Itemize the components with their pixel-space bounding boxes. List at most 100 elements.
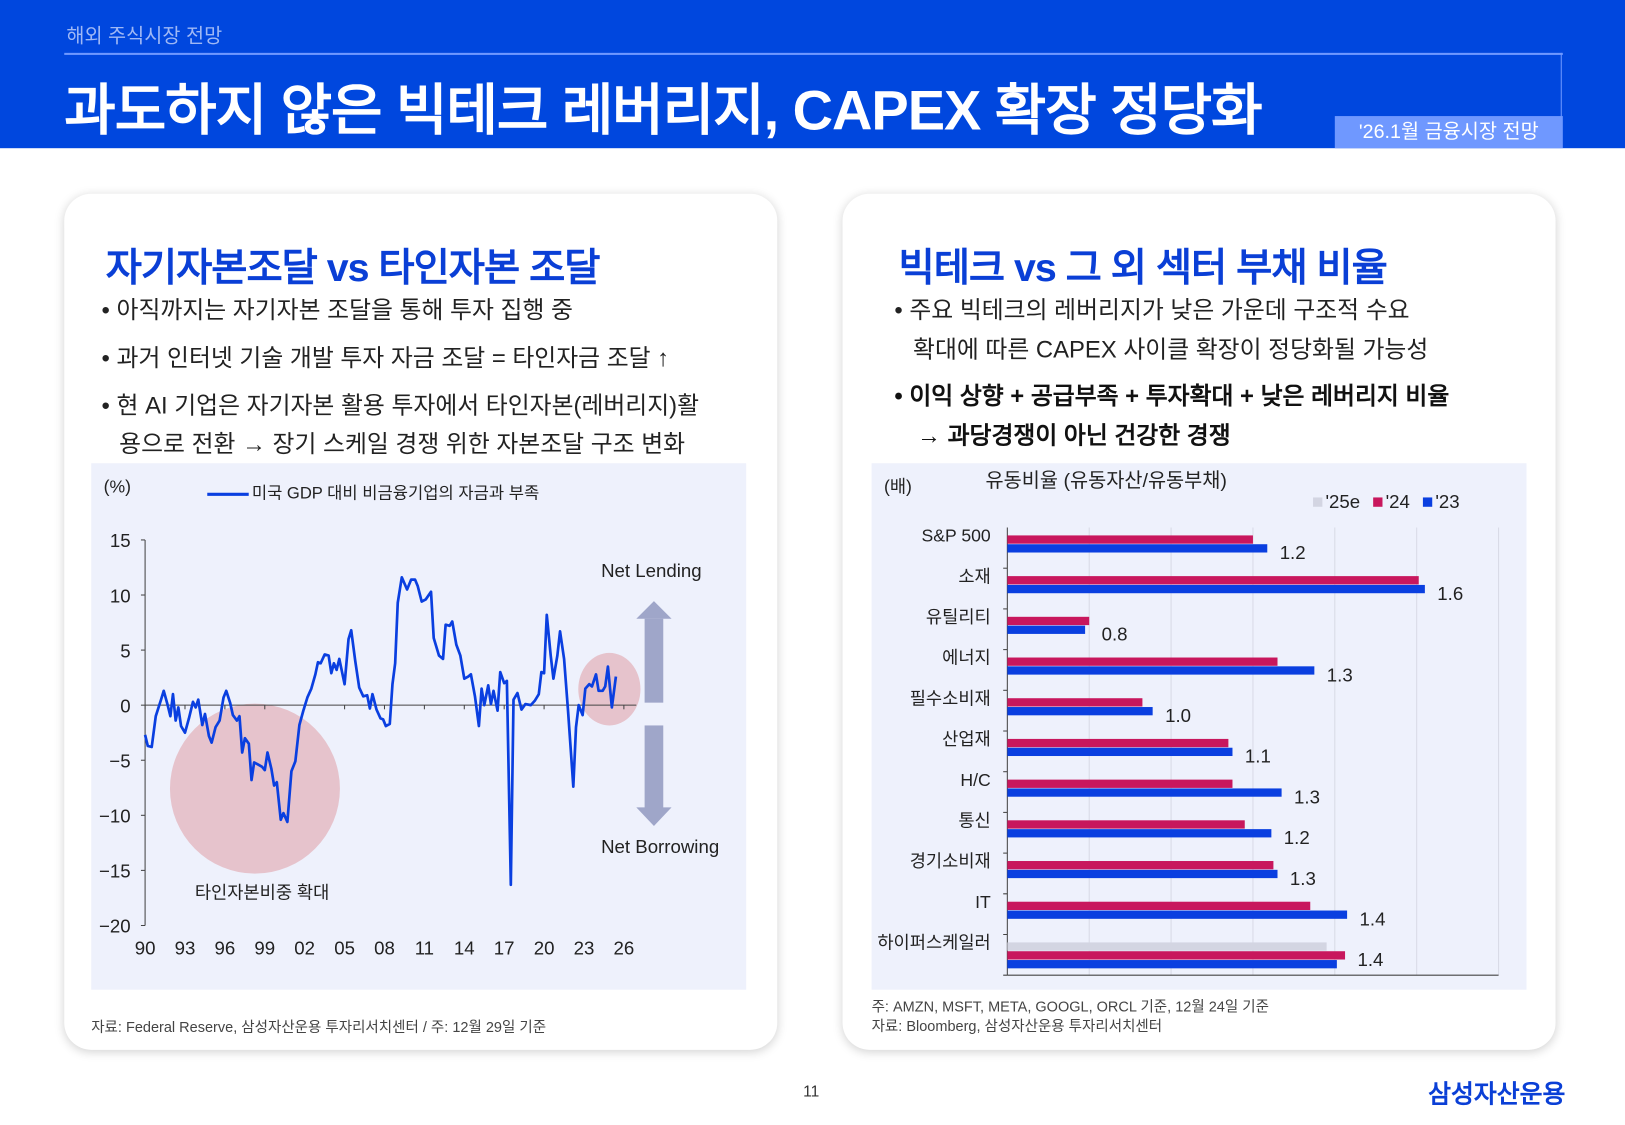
- data-label: 1.1: [1245, 746, 1271, 767]
- series-line: [143, 576, 618, 887]
- bar: [1007, 779, 1233, 788]
- x-tick-label: 05: [334, 937, 355, 958]
- x-tick-label: 14: [454, 937, 475, 958]
- bar: [1007, 657, 1278, 666]
- y-unit-label: (%): [104, 476, 131, 496]
- bar: [1007, 707, 1153, 716]
- header-bar: 해외 주식시장 전망 과도하지 않은 빅테크 레버리지, CAPEX 확장 정당…: [0, 0, 1625, 149]
- bar: [1007, 535, 1253, 544]
- report-badge: '26.1월 금융시장 전망: [1334, 116, 1563, 149]
- down-arrow-shaft: [644, 725, 664, 810]
- circle-label: 타인자본비중 확대: [195, 883, 330, 903]
- bullet-continued: 확대에 따른 CAPEX 사이클 확장이 정당화될 가능성: [913, 335, 1429, 363]
- source-note: 자료: Federal Reserve, 삼성자산운용 투자리서치센터 / 주:…: [91, 1018, 547, 1036]
- y-tick-label: −20: [99, 916, 131, 937]
- left-card: 자기자본조달 vs 타인자본 조달 • 아직까지는 자기자본 조달을 통해 투자…: [64, 193, 778, 1050]
- bullet-bold-continued: → 과당경쟁이 아닌 건강한 경쟁: [917, 421, 1231, 449]
- x-tick-label: 17: [494, 937, 515, 958]
- category-label: 산업재: [942, 729, 991, 749]
- bar: [1007, 576, 1419, 585]
- up-arrow-shaft: [644, 618, 664, 703]
- category-label: H/C: [960, 770, 991, 790]
- bar: [1007, 788, 1282, 797]
- x-tick-label: 26: [614, 937, 635, 958]
- category-label: 필수소비재: [910, 688, 991, 708]
- data-label: 1.0: [1165, 705, 1191, 726]
- section-label: 해외 주식시장 전망: [66, 25, 223, 48]
- y-unit-label: (배): [884, 476, 912, 496]
- net-borrowing-label: Net Borrowing: [601, 836, 719, 857]
- bar: [1007, 910, 1348, 919]
- data-label: 0.8: [1102, 624, 1128, 645]
- data-label: 1.2: [1284, 827, 1310, 848]
- category-label: 에너지: [942, 648, 991, 668]
- x-tick-label: 1.2: [1240, 987, 1266, 989]
- x-tick-label: 1.6: [1404, 987, 1430, 989]
- bar: [1007, 820, 1245, 829]
- x-tick-label: 11: [415, 937, 434, 958]
- category-label: IT: [975, 892, 991, 912]
- right-card-title: 빅테크 vs 그 외 섹터 부채 비율: [898, 246, 1388, 291]
- bar: [1007, 869, 1278, 879]
- line-chart-panel: 타인자본비중 확대 Net Lending Net Borrowing (%) 미국 G…: [91, 463, 747, 990]
- bar: [1007, 960, 1337, 969]
- y-tick-label: 10: [110, 585, 131, 606]
- data-label: 1.3: [1290, 868, 1316, 889]
- y-tick-label: −5: [109, 750, 130, 771]
- legend-label: '24: [1386, 491, 1410, 512]
- chart-note: 주: AMZN, MSFT, META, GOOGL, ORCL 기준, 12월…: [871, 998, 1269, 1015]
- line-chart: 타인자본비중 확대 Net Lending Net Borrowing (%) 미국 G…: [99, 476, 719, 958]
- y-tick-label: 0: [120, 695, 130, 716]
- bar: [1007, 942, 1327, 951]
- category-label: 유틸리티: [926, 607, 991, 627]
- data-label: 1.4: [1360, 909, 1386, 930]
- chart-title: 유동비율 (유동자산/유동부채): [986, 470, 1227, 492]
- bar: [1007, 829, 1272, 838]
- y-tick-label: −10: [99, 806, 131, 827]
- y-tick-label: −15: [99, 861, 131, 882]
- legend-swatch: [1373, 497, 1383, 507]
- x-tick-label: 1.0: [1158, 987, 1184, 989]
- category-label: S&P 500: [922, 526, 991, 546]
- company-logo: 삼성자산운용: [1428, 1080, 1566, 1109]
- highlight-circle: [169, 703, 340, 874]
- page-title: 과도하지 않은 빅테크 레버리지, CAPEX 확장 정당화: [64, 79, 1262, 142]
- legend-label: '23: [1435, 491, 1459, 512]
- x-tick-label: 0.8: [1076, 987, 1102, 989]
- divider: [1560, 52, 1562, 118]
- bar-chart-panel: (배) 유동비율 (유동자산/유동부채) '25e '24 '23 0.6 0.8 1.0 1.…: [871, 463, 1527, 1008]
- net-lending-label: Net Lending: [601, 560, 702, 581]
- x-tick-label: 1.4: [1322, 987, 1348, 989]
- bar: [1007, 738, 1229, 748]
- bar: [1007, 861, 1274, 870]
- down-arrow-icon: [636, 807, 672, 826]
- data-label: 1.3: [1327, 664, 1353, 685]
- x-tick-label: 1.8: [1486, 987, 1512, 989]
- bullet: • 과거 인터넷 기술 개발 투자 자금 조달 = 타인자금 조달 ↑: [101, 344, 670, 372]
- page-number: 11: [803, 1082, 820, 1101]
- bar: [1007, 625, 1086, 634]
- bullet: • 현 AI 기업은 자기자본 활용 투자에서 타인자본(레버리지)활: [101, 391, 700, 419]
- data-label: 1.2: [1280, 542, 1306, 563]
- divider: [64, 52, 1563, 55]
- category-label: 하이퍼스케일러: [877, 933, 990, 953]
- y-tick-label: 5: [120, 640, 130, 661]
- bar: [1007, 901, 1311, 911]
- bar: [1007, 747, 1233, 757]
- x-tick-label: 99: [254, 937, 275, 958]
- data-label: 1.4: [1357, 949, 1383, 970]
- bar: [1007, 666, 1315, 675]
- bar: [1007, 951, 1346, 960]
- left-card-title: 자기자본조달 vs 타인자본 조달: [105, 246, 601, 291]
- legend-label: 미국 GDP 대비 비금융기업의 자금과 부족: [252, 483, 539, 502]
- bar: [1007, 584, 1425, 594]
- bar: [1007, 616, 1090, 626]
- x-tick-label: 93: [175, 937, 196, 958]
- right-card: 빅테크 vs 그 외 섹터 부채 비율 • 주요 빅테크의 레버리지가 낮은 가…: [842, 193, 1556, 1050]
- x-tick-label: 08: [374, 937, 395, 958]
- bullet: • 주요 빅테크의 레버리지가 낮은 가운데 구조적 수요: [894, 296, 1410, 324]
- y-tick-label: 15: [110, 530, 131, 551]
- bullet-bold: • 이익 상향 + 공급부족 + 투자확대 + 낮은 레버리지 비율: [894, 382, 1450, 410]
- legend-swatch: [1422, 497, 1433, 507]
- data-label: 1.3: [1294, 786, 1320, 807]
